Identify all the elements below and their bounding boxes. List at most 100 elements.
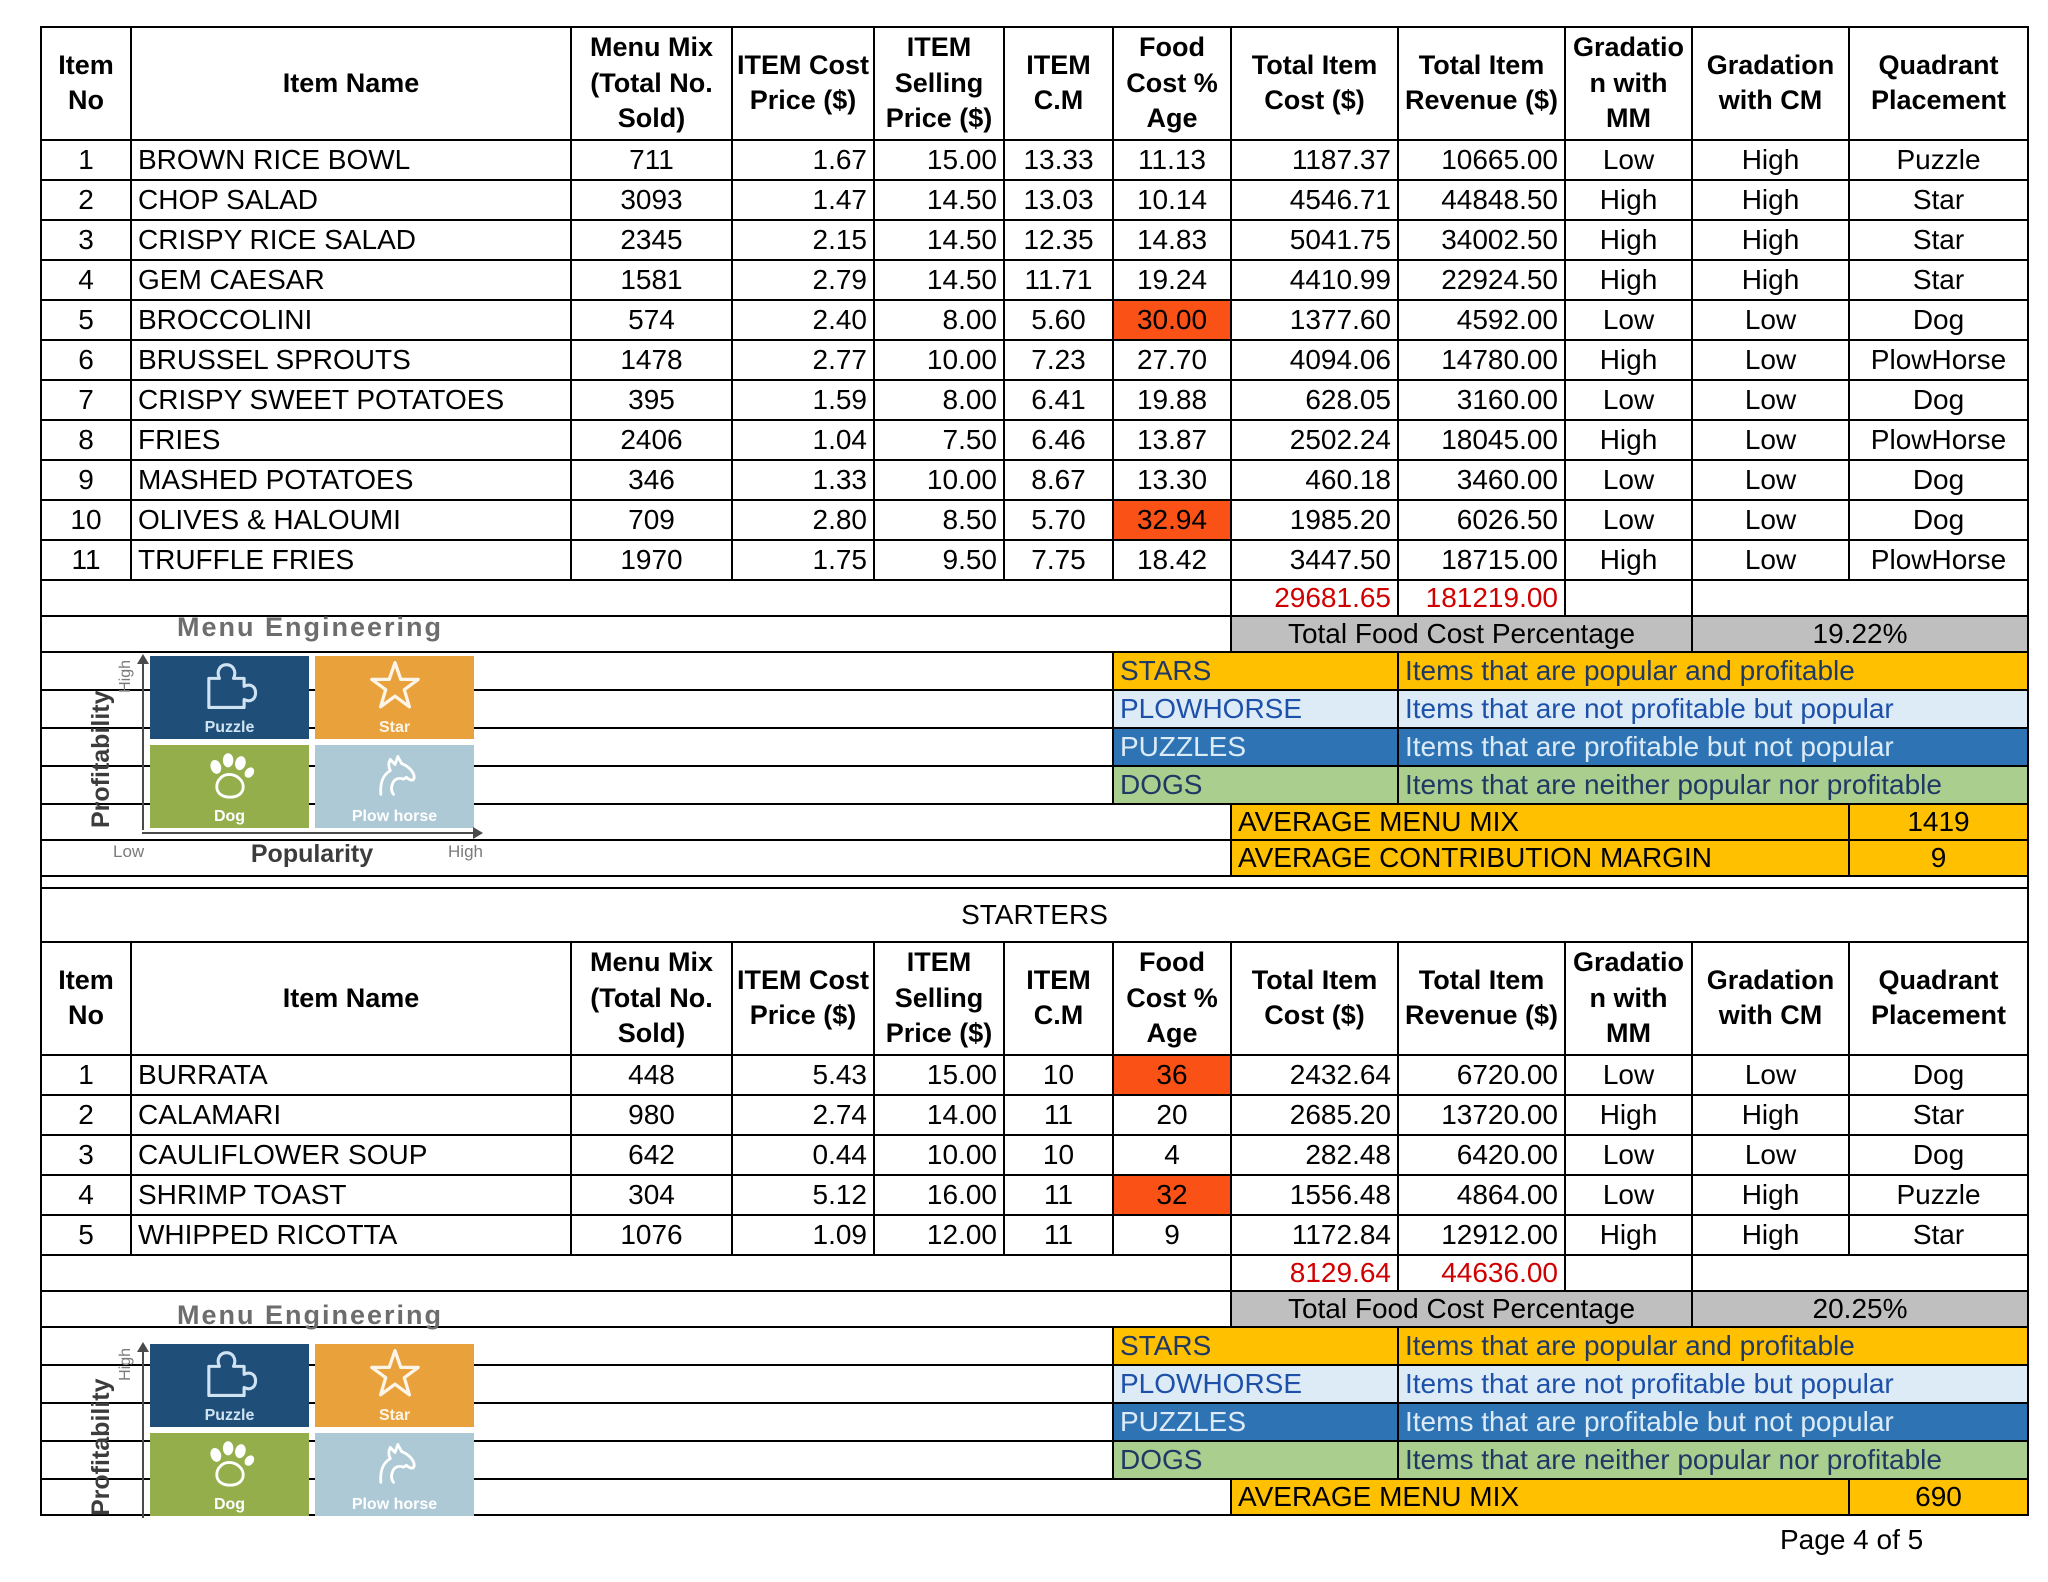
selling-price-cell: 7.50 xyxy=(873,418,1005,461)
total-item-cost-cell: 2432.64 xyxy=(1230,1053,1399,1096)
food-cost-pct-cell: 18.42 xyxy=(1112,538,1232,581)
y-axis-arrow xyxy=(137,654,149,830)
quadrant-placement-cell: Dog xyxy=(1848,1053,2029,1096)
puzzle-icon xyxy=(200,659,260,716)
quadrant-placement-cell: PlowHorse xyxy=(1848,538,2029,581)
quadrant-placement-cell: PlowHorse xyxy=(1848,418,2029,461)
selling-price-cell: 14.00 xyxy=(873,1093,1005,1136)
food-cost-pct-cell: 36 xyxy=(1112,1053,1232,1096)
item-name-cell: MASHED POTATOES xyxy=(130,458,572,501)
gradation-cm-cell: High xyxy=(1691,1173,1850,1216)
y-axis-label: Profitability xyxy=(87,1378,115,1516)
item-no-cell: 6 xyxy=(40,338,132,381)
legend-label: STARS xyxy=(1112,1325,1399,1366)
y-axis-high-label: High xyxy=(117,1348,134,1381)
gradation-cm-cell: Low xyxy=(1691,458,1850,501)
selling-price-cell: 16.00 xyxy=(873,1173,1005,1216)
horse-icon xyxy=(365,748,425,805)
total-item-revenue-cell: 4864.00 xyxy=(1397,1173,1566,1216)
item-no-cell: 1 xyxy=(40,1053,132,1096)
menu-mix-cell: 711 xyxy=(570,138,733,181)
gradation-mm-cell: High xyxy=(1564,178,1693,221)
food-cost-pct-cell: 13.87 xyxy=(1112,418,1232,461)
x-axis-high-label: High xyxy=(448,842,483,861)
y-axis-label: Profitability xyxy=(87,690,115,828)
item-no-cell: 10 xyxy=(40,498,132,541)
menu-mix-cell: 1076 xyxy=(570,1213,733,1256)
total-item-cost-cell: 1172.84 xyxy=(1230,1213,1399,1256)
filler xyxy=(40,838,1232,877)
legend-label: PUZZLES xyxy=(1112,726,1399,767)
average-label: AVERAGE MENU MIX xyxy=(1230,1477,1850,1516)
quadrant-placement-cell: Dog xyxy=(1848,1133,2029,1176)
cost-price-cell: 1.75 xyxy=(731,538,875,581)
item-name-cell: FRIES xyxy=(130,418,572,461)
column-header: Total Item Revenue ($) xyxy=(1397,940,1566,1056)
total-item-revenue-sum: 44636.00 xyxy=(1397,1253,1566,1292)
food-cost-pct-cell: 27.70 xyxy=(1112,338,1232,381)
cost-price-cell: 0.44 xyxy=(731,1133,875,1176)
gradation-mm-cell: Low xyxy=(1564,1133,1693,1176)
item-cm-cell: 13.33 xyxy=(1003,138,1114,181)
item-no-cell: 1 xyxy=(40,138,132,181)
quadrant-label: Star xyxy=(378,718,411,736)
item-cm-cell: 7.75 xyxy=(1003,538,1114,581)
food-cost-pct-cell: 11.13 xyxy=(1112,138,1232,181)
gradation-mm-cell: High xyxy=(1564,218,1693,261)
food-cost-percentage-label: Total Food Cost Percentage xyxy=(1230,614,1693,653)
legend-label: PUZZLES xyxy=(1112,1401,1399,1442)
gradation-cm-cell: High xyxy=(1691,218,1850,261)
gradation-mm-cell: High xyxy=(1564,338,1693,381)
total-item-revenue-cell: 34002.50 xyxy=(1397,218,1566,261)
average-value: 9 xyxy=(1848,838,2029,877)
quadrant-grid: Puzzle Star Dog Plow horse xyxy=(150,656,474,828)
item-name-cell: BURRATA xyxy=(130,1053,572,1096)
quadrant-puzzle: Puzzle xyxy=(150,1344,309,1427)
food-cost-pct-cell: 20 xyxy=(1112,1093,1232,1136)
cost-price-cell: 1.67 xyxy=(731,138,875,181)
legend-label: DOGS xyxy=(1112,1439,1399,1480)
quadrant-label: Plow horse xyxy=(351,807,438,825)
quadrant-placement-cell: Star xyxy=(1848,178,2029,221)
spacer xyxy=(40,874,2029,889)
legend-description: Items that are neither popular nor profi… xyxy=(1397,764,2029,805)
item-cm-cell: 13.03 xyxy=(1003,178,1114,221)
column-header: Gradation with MM xyxy=(1564,940,1693,1056)
gradation-mm-cell: Low xyxy=(1564,1053,1693,1096)
legend-label: STARS xyxy=(1112,650,1399,691)
food-cost-pct-cell: 13.30 xyxy=(1112,458,1232,501)
total-item-cost-cell: 1187.37 xyxy=(1230,138,1399,181)
quadrant-placement-cell: Puzzle xyxy=(1848,138,2029,181)
menu-mix-cell: 1970 xyxy=(570,538,733,581)
food-cost-pct-cell: 32 xyxy=(1112,1173,1232,1216)
selling-price-cell: 10.00 xyxy=(873,338,1005,381)
quadrant-dog: Dog xyxy=(150,745,309,828)
total-item-cost-cell: 4546.71 xyxy=(1230,178,1399,221)
selling-price-cell: 14.50 xyxy=(873,258,1005,301)
menu-mix-cell: 3093 xyxy=(570,178,733,221)
quadrant-star: Star xyxy=(315,656,474,739)
quadrant-grid: Puzzle Star Dog Plow horse xyxy=(150,1344,474,1516)
item-no-cell: 7 xyxy=(40,378,132,421)
column-header: Gradation with CM xyxy=(1691,26,1850,141)
gradation-mm-cell: High xyxy=(1564,1093,1693,1136)
item-no-cell: 2 xyxy=(40,178,132,221)
x-axis-low-label: Low xyxy=(113,842,145,861)
gradation-mm-cell: Low xyxy=(1564,298,1693,341)
total-item-revenue-cell: 18715.00 xyxy=(1397,538,1566,581)
empty-cell xyxy=(1691,578,2029,617)
total-item-revenue-cell: 14780.00 xyxy=(1397,338,1566,381)
puzzle-icon xyxy=(200,1347,260,1404)
menu-mix-cell: 980 xyxy=(570,1093,733,1136)
column-header: Quadrant Placement xyxy=(1848,26,2029,141)
total-item-revenue-cell: 6420.00 xyxy=(1397,1133,1566,1176)
total-item-revenue-cell: 4592.00 xyxy=(1397,298,1566,341)
total-item-revenue-cell: 3160.00 xyxy=(1397,378,1566,421)
gradation-cm-cell: High xyxy=(1691,138,1850,181)
item-no-cell: 4 xyxy=(40,1173,132,1216)
legend-description: Items that are profitable but not popula… xyxy=(1397,1401,2029,1442)
column-header: ITEM Cost Price ($) xyxy=(731,940,875,1056)
quadrant-plow-horse: Plow horse xyxy=(315,1433,474,1516)
item-name-cell: CAULIFLOWER SOUP xyxy=(130,1133,572,1176)
quadrant-placement-cell: Dog xyxy=(1848,378,2029,421)
